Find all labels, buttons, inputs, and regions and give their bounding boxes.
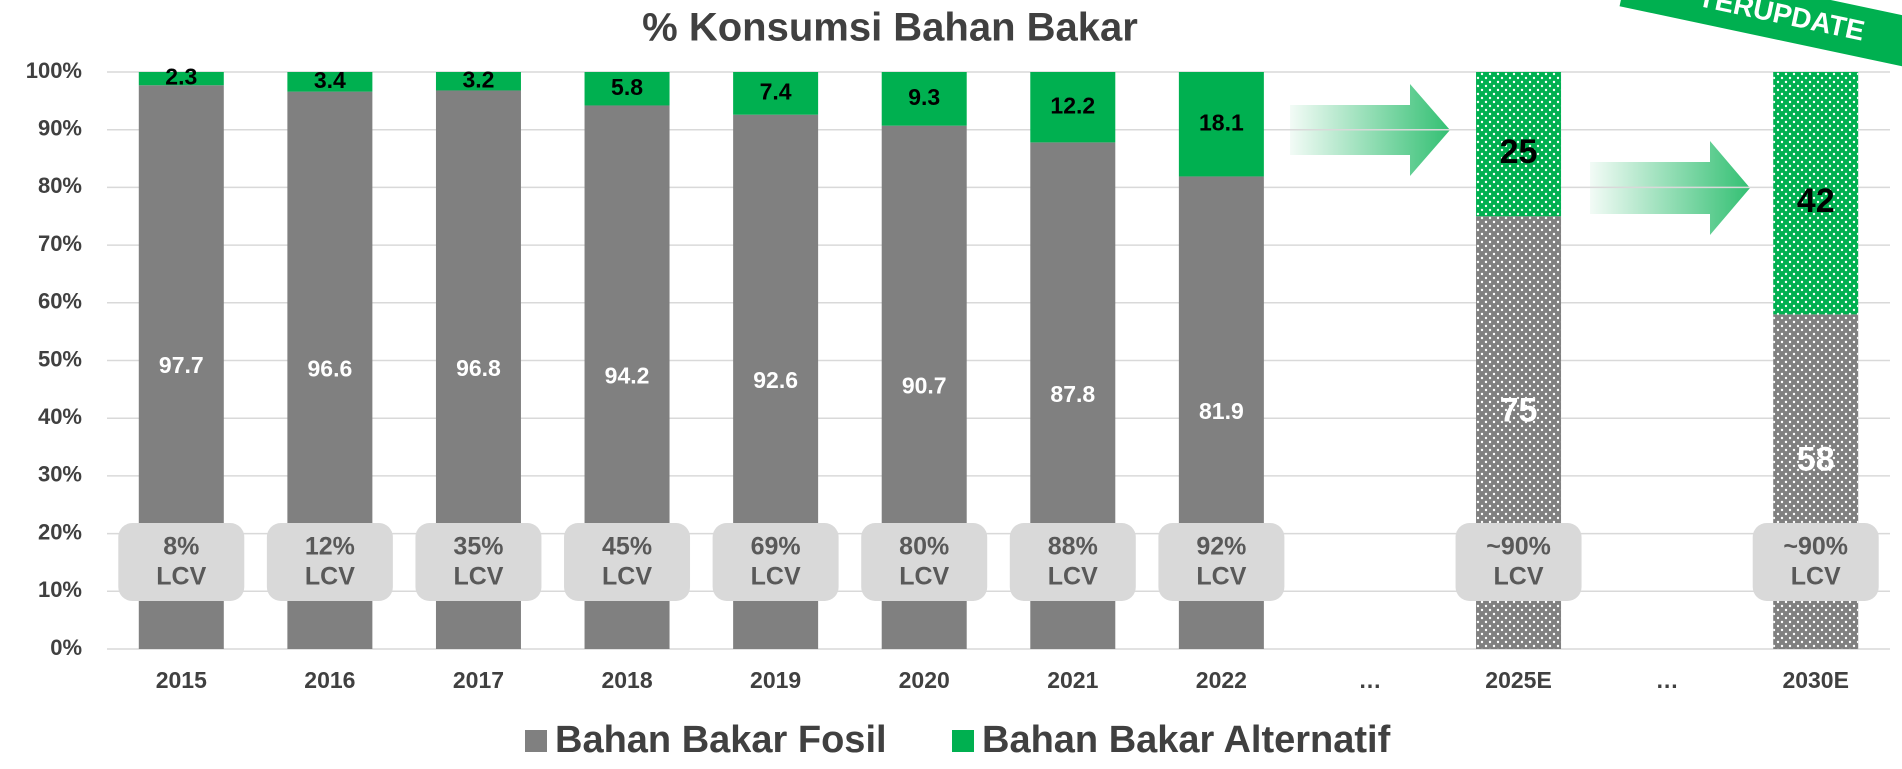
y-tick-label: 10%	[38, 577, 82, 602]
lcv-label: LCV	[156, 563, 206, 591]
legend-swatch	[525, 730, 547, 752]
value-label: 75	[1500, 392, 1538, 430]
x-tick-label: 2022	[1196, 667, 1247, 693]
y-tick-label: 100%	[26, 58, 82, 83]
lcv-label: 69%	[751, 533, 801, 561]
lcv-label: 35%	[453, 533, 503, 561]
bar-segment	[733, 72, 819, 115]
lcv-label: LCV	[1048, 563, 1098, 591]
value-label: 25	[1500, 133, 1538, 171]
value-label: 12.2	[1050, 92, 1095, 118]
lcv-box	[118, 523, 245, 601]
y-tick-label: 80%	[38, 173, 82, 198]
lcv-box	[1752, 523, 1879, 601]
y-tick-label: 40%	[38, 404, 82, 429]
y-tick-label: 90%	[38, 116, 82, 141]
lcv-box	[712, 523, 839, 601]
bar-segment	[287, 72, 373, 92]
lcv-label: 80%	[899, 533, 949, 561]
dot-pattern	[1476, 72, 1562, 217]
legend-label: Bahan Bakar Fosil	[555, 719, 887, 761]
value-label: 5.8	[611, 74, 643, 100]
value-label: 94.2	[605, 362, 650, 388]
value-label: 92.6	[753, 367, 798, 393]
x-tick-label: 2020	[899, 667, 950, 693]
bar-segment	[584, 72, 670, 106]
lcv-label: 88%	[1048, 533, 1098, 561]
legend-label: Bahan Bakar Alternatif	[982, 719, 1391, 761]
lcv-box	[564, 523, 691, 601]
x-tick-label: …	[1656, 667, 1679, 693]
value-label: 90.7	[902, 372, 947, 398]
lcv-box	[1158, 523, 1285, 601]
y-tick-label: 60%	[38, 289, 82, 314]
x-tick-label: …	[1358, 667, 1381, 693]
lcv-label: ~90%	[1486, 533, 1551, 561]
value-label: 2.3	[165, 64, 197, 90]
x-tick-label: 2019	[750, 667, 801, 693]
chart-title: % Konsumsi Bahan Bakar	[642, 6, 1138, 50]
x-tick-label: 2025E	[1485, 667, 1552, 693]
x-tick-label: 2021	[1047, 667, 1098, 693]
bar-segment	[881, 72, 967, 126]
value-label: 18.1	[1199, 109, 1244, 135]
lcv-label: LCV	[1196, 563, 1246, 591]
value-label: 81.9	[1199, 398, 1244, 424]
y-tick-label: 30%	[38, 462, 82, 487]
x-tick-label: 2015	[156, 667, 207, 693]
lcv-label: 92%	[1196, 533, 1246, 561]
value-label: 87.8	[1050, 381, 1095, 407]
lcv-box	[415, 523, 542, 601]
lcv-label: 8%	[163, 533, 199, 561]
lcv-label: 45%	[602, 533, 652, 561]
x-tick-label: 2018	[601, 667, 652, 693]
value-label: 3.2	[462, 66, 494, 92]
lcv-label: LCV	[751, 563, 801, 591]
value-label: 96.8	[456, 355, 501, 381]
bar-segment	[1030, 72, 1116, 143]
value-label: 58	[1797, 441, 1835, 479]
y-tick-label: 50%	[38, 346, 82, 371]
y-tick-label: 0%	[50, 635, 82, 660]
y-tick-label: 20%	[38, 519, 82, 544]
lcv-label: 12%	[305, 533, 355, 561]
value-label: 3.4	[314, 67, 346, 93]
badge: TERUPDATE	[1619, 0, 1902, 75]
lcv-box	[1455, 523, 1582, 601]
y-tick-label: 70%	[38, 231, 82, 256]
bar-segment	[138, 72, 224, 86]
lcv-label: LCV	[453, 563, 503, 591]
dot-pattern	[1773, 72, 1859, 315]
x-tick-label: 2030E	[1782, 667, 1849, 693]
lcv-label: ~90%	[1783, 533, 1848, 561]
lcv-label: LCV	[602, 563, 652, 591]
lcv-label: LCV	[305, 563, 355, 591]
lcv-label: LCV	[1791, 563, 1841, 591]
value-label: 96.6	[307, 355, 352, 381]
value-label: 9.3	[908, 84, 940, 110]
bar-segment	[435, 72, 521, 91]
bar-segment	[1178, 72, 1264, 177]
lcv-label: LCV	[899, 563, 949, 591]
value-label: 42	[1797, 182, 1835, 220]
lcv-label: LCV	[1494, 563, 1544, 591]
lcv-box	[1009, 523, 1136, 601]
x-tick-label: 2017	[453, 667, 504, 693]
lcv-box	[266, 523, 393, 601]
value-label: 97.7	[159, 352, 204, 378]
legend-swatch	[952, 730, 974, 752]
badge-bg	[1619, 0, 1902, 75]
lcv-box	[861, 523, 988, 601]
x-tick-label: 2016	[304, 667, 355, 693]
value-label: 7.4	[760, 78, 792, 104]
